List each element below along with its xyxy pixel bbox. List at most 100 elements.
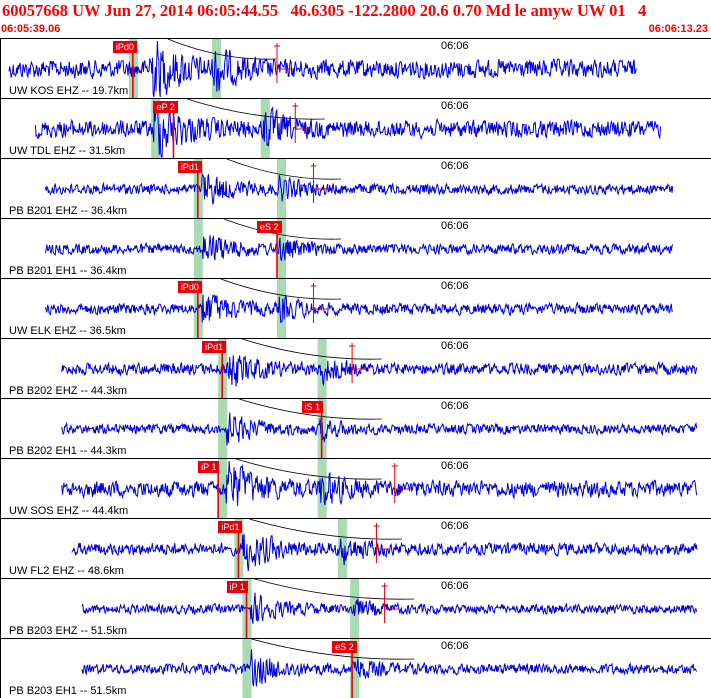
waveform-trace bbox=[61, 355, 698, 387]
trace-panel[interactable]: iPd0 06:06 UW ELK EHZ -- 36.5km bbox=[0, 278, 711, 338]
station-label: PB B201 EH1 -- 36.4km bbox=[9, 265, 127, 277]
pick-flag[interactable]: iPd0 bbox=[177, 281, 202, 293]
pick-flag[interactable]: iS 1 bbox=[301, 401, 324, 413]
station-label: PB B203 EH1 -- 51.5km bbox=[9, 685, 127, 697]
trace-panel[interactable]: iP 1 06:06 PB B203 EHZ -- 51.5km bbox=[0, 578, 711, 638]
waveform-trace bbox=[34, 104, 661, 158]
s-window bbox=[350, 639, 360, 698]
station-label: PB B202 EHZ -- 44.3km bbox=[9, 385, 127, 397]
trace-panel[interactable]: eS 2 06:06 PB B203 EH1 -- 51.5km bbox=[0, 638, 711, 698]
travel-time-curve bbox=[242, 339, 382, 360]
travel-time-curve bbox=[226, 159, 342, 180]
trace-plot bbox=[81, 579, 698, 638]
station-label: PB B203 EHZ -- 51.5km bbox=[9, 625, 127, 637]
station-label: UW SOS EHZ -- 44.4km bbox=[9, 505, 129, 517]
time-tick-label: 06:06 bbox=[441, 40, 469, 52]
trace-plot bbox=[45, 279, 674, 338]
coda-marker bbox=[310, 163, 328, 203]
time-tick-label: 06:06 bbox=[441, 400, 469, 412]
pick-flag[interactable]: eS 2 bbox=[332, 641, 357, 653]
coda-marker bbox=[349, 343, 367, 383]
s-window bbox=[277, 219, 287, 278]
p-window bbox=[242, 639, 252, 698]
trace-panel[interactable]: eP 2 06:06 UW TDL EHZ -- 31.5km bbox=[0, 98, 711, 158]
travel-time-curve bbox=[239, 399, 382, 420]
window-start-time: 06:05:39.06 bbox=[1, 23, 61, 35]
waveform-trace bbox=[61, 460, 698, 507]
waveform-trace bbox=[45, 173, 674, 205]
time-tick-label: 06:06 bbox=[441, 100, 469, 112]
time-tick-label: 06:06 bbox=[441, 520, 469, 532]
time-tick-label: 06:06 bbox=[441, 580, 469, 592]
time-tick-label: 06:06 bbox=[441, 340, 469, 352]
s-window bbox=[260, 99, 270, 158]
trace-panel[interactable]: iP 1 06:06 UW SOS EHZ -- 44.4km bbox=[0, 458, 711, 518]
trace-plot bbox=[45, 159, 674, 218]
trace-plot bbox=[61, 459, 698, 518]
trace-plot bbox=[61, 339, 698, 398]
trace-panel[interactable]: iPd1 06:06 UW FL2 EHZ -- 48.6km bbox=[0, 518, 711, 578]
trace-panel[interactable]: iPd1 06:06 PB B201 EHZ -- 36.4km bbox=[0, 158, 711, 218]
s-window bbox=[317, 459, 327, 518]
pick-flag[interactable]: iPd1 bbox=[218, 521, 243, 533]
time-tick-label: 06:06 bbox=[441, 280, 469, 292]
trace-panel[interactable]: iPd0 06:06 UW KOS EHZ -- 19.7km bbox=[0, 38, 711, 98]
coda-marker bbox=[273, 43, 291, 83]
station-label: UW FL2 EHZ -- 48.6km bbox=[9, 565, 124, 577]
station-label: UW KOS EHZ -- 19.7km bbox=[9, 85, 129, 97]
s-window bbox=[212, 39, 222, 98]
event-header: 60057668 UW Jun 27, 2014 06:05:44.55 46.… bbox=[0, 0, 711, 38]
waveform-trace bbox=[71, 533, 698, 572]
pick-flag[interactable]: eS 2 bbox=[256, 221, 282, 233]
trace-panel[interactable]: iS 1 06:06 PB B202 EH1 -- 44.3km bbox=[0, 398, 711, 458]
trace-plot bbox=[81, 639, 698, 698]
time-tick-label: 06:06 bbox=[441, 220, 469, 232]
pick-flag[interactable]: iPd0 bbox=[112, 41, 137, 53]
coda-marker bbox=[381, 583, 399, 623]
p-window bbox=[218, 399, 228, 458]
s-window bbox=[277, 279, 287, 338]
coda-marker bbox=[310, 283, 328, 323]
s-window bbox=[350, 579, 360, 638]
time-tick-label: 06:06 bbox=[441, 460, 469, 472]
waveform-trace bbox=[8, 40, 637, 98]
waveform-trace bbox=[81, 592, 698, 624]
coda-marker bbox=[391, 463, 409, 503]
coda-marker bbox=[373, 523, 391, 563]
s-window bbox=[317, 339, 327, 398]
pick-flag[interactable]: eP 2 bbox=[153, 101, 178, 113]
trace-plot bbox=[45, 219, 674, 278]
travel-time-curve bbox=[187, 99, 325, 120]
waveform-trace bbox=[81, 649, 698, 687]
station-label: PB B201 EHZ -- 36.4km bbox=[9, 205, 127, 217]
travel-time-curve bbox=[236, 459, 382, 480]
trace-panel[interactable]: iPd1 06:06 PB B202 EHZ -- 44.3km bbox=[0, 338, 711, 398]
coda-marker bbox=[292, 103, 310, 143]
pick-flag[interactable]: iP 1 bbox=[198, 461, 220, 473]
window-end-time: 06:06:13.23 bbox=[648, 23, 708, 35]
travel-time-curve bbox=[220, 279, 342, 300]
station-label: PB B202 EH1 -- 44.3km bbox=[9, 445, 127, 457]
trace-plot bbox=[8, 39, 637, 98]
time-tick-label: 06:06 bbox=[441, 640, 469, 652]
travel-time-curve bbox=[223, 219, 342, 240]
event-title: 60057668 UW Jun 27, 2014 06:05:44.55 46.… bbox=[2, 1, 647, 20]
time-tick-label: 06:06 bbox=[441, 160, 469, 172]
trace-plot bbox=[61, 399, 698, 458]
trace-panel[interactable]: eS 2 06:06 PB B201 EH1 -- 36.4km bbox=[0, 218, 711, 278]
trace-plot bbox=[34, 99, 661, 158]
pick-flag[interactable]: iPd1 bbox=[202, 341, 227, 353]
travel-time-curve bbox=[254, 579, 415, 600]
waveform-trace bbox=[61, 412, 698, 446]
waveform-trace bbox=[45, 294, 674, 324]
station-label: UW TDL EHZ -- 31.5km bbox=[9, 145, 126, 157]
p-window bbox=[151, 99, 161, 158]
trace-plot bbox=[71, 519, 698, 578]
station-label: UW ELK EHZ -- 36.5km bbox=[9, 325, 126, 337]
pick-flag[interactable]: iP 1 bbox=[226, 581, 248, 593]
waveform-trace bbox=[45, 234, 674, 261]
travel-time-curve bbox=[251, 639, 415, 660]
travel-time-curve bbox=[249, 519, 402, 540]
travel-time-curve bbox=[167, 39, 277, 60]
pick-flag[interactable]: iPd1 bbox=[177, 161, 202, 173]
